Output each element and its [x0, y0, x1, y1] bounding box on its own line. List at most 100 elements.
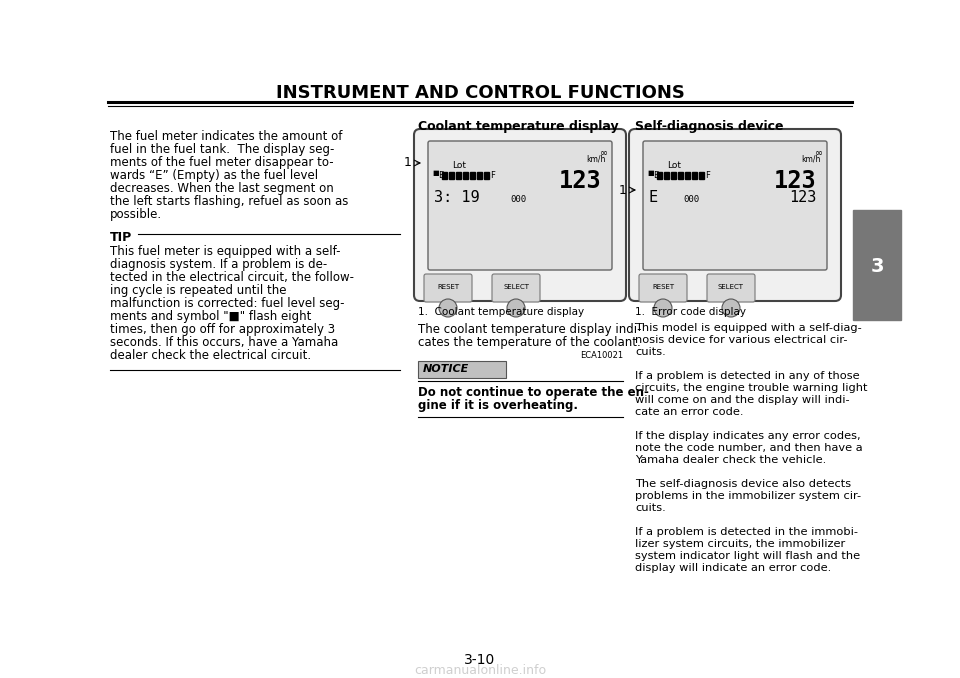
Text: 1.  Error code display: 1. Error code display: [635, 307, 746, 317]
Text: E: E: [438, 170, 444, 180]
Text: carmanualonline.info: carmanualonline.info: [414, 664, 546, 677]
Text: E: E: [653, 170, 659, 180]
Text: Lot: Lot: [667, 161, 681, 170]
Bar: [678, 172, 683, 179]
Text: cates the temperature of the coolant.: cates the temperature of the coolant.: [418, 336, 640, 349]
Bar: [442, 172, 447, 179]
Text: 3: 3: [871, 258, 884, 277]
Bar: [671, 172, 676, 179]
Text: ∞: ∞: [600, 148, 608, 158]
Text: 000: 000: [683, 195, 699, 205]
FancyBboxPatch shape: [428, 141, 612, 270]
Text: the left starts flashing, refuel as soon as: the left starts flashing, refuel as soon…: [110, 195, 348, 208]
Text: NOTICE: NOTICE: [423, 364, 469, 374]
Text: problems in the immobilizer system cir-: problems in the immobilizer system cir-: [635, 491, 861, 501]
Bar: [470, 172, 475, 179]
FancyBboxPatch shape: [639, 274, 687, 302]
Text: 000: 000: [510, 195, 526, 205]
Text: ECA10021: ECA10021: [580, 351, 623, 360]
Text: ing cycle is repeated until the: ing cycle is repeated until the: [110, 284, 286, 297]
Bar: [699, 172, 704, 179]
Text: Do not continue to operate the en-: Do not continue to operate the en-: [418, 386, 649, 399]
Circle shape: [507, 299, 525, 317]
Bar: [477, 172, 482, 179]
Text: cuits.: cuits.: [635, 347, 665, 357]
Text: Coolant temperature display: Coolant temperature display: [418, 120, 618, 133]
Text: possible.: possible.: [110, 208, 162, 221]
Bar: [484, 172, 489, 179]
Text: decreases. When the last segment on: decreases. When the last segment on: [110, 182, 334, 195]
Text: times, then go off for approximately 3: times, then go off for approximately 3: [110, 323, 335, 336]
Text: The coolant temperature display indi-: The coolant temperature display indi-: [418, 323, 641, 336]
Circle shape: [654, 299, 672, 317]
Text: 3-10: 3-10: [465, 653, 495, 667]
Text: 1: 1: [619, 184, 627, 197]
Bar: [463, 172, 468, 179]
FancyBboxPatch shape: [643, 141, 827, 270]
Text: seconds. If this occurs, have a Yamaha: seconds. If this occurs, have a Yamaha: [110, 336, 338, 349]
Text: F: F: [706, 170, 710, 180]
Text: Lot: Lot: [452, 161, 466, 170]
Text: 123: 123: [790, 191, 817, 205]
Text: If a problem is detected in any of those: If a problem is detected in any of those: [635, 371, 859, 381]
Text: RESET: RESET: [437, 284, 459, 290]
Text: ∞: ∞: [815, 148, 823, 158]
Text: Self-diagnosis device: Self-diagnosis device: [635, 120, 783, 133]
Text: tected in the electrical circuit, the follow-: tected in the electrical circuit, the fo…: [110, 271, 354, 284]
FancyBboxPatch shape: [424, 274, 472, 302]
FancyBboxPatch shape: [853, 210, 901, 320]
FancyBboxPatch shape: [492, 274, 540, 302]
Text: lizer system circuits, the immobilizer: lizer system circuits, the immobilizer: [635, 539, 845, 549]
Bar: [692, 172, 697, 179]
FancyBboxPatch shape: [414, 129, 626, 301]
Text: system indicator light will flash and the: system indicator light will flash and th…: [635, 551, 860, 561]
Bar: [657, 172, 662, 179]
Text: SELECT: SELECT: [718, 284, 744, 290]
Text: gine if it is overheating.: gine if it is overheating.: [418, 399, 578, 412]
Text: wards “E” (Empty) as the fuel level: wards “E” (Empty) as the fuel level: [110, 169, 318, 182]
Circle shape: [439, 299, 457, 317]
FancyBboxPatch shape: [418, 361, 506, 378]
Text: TIP: TIP: [110, 231, 132, 244]
Text: F: F: [491, 170, 495, 180]
Text: RESET: RESET: [652, 284, 674, 290]
Bar: [456, 172, 461, 179]
Text: cuits.: cuits.: [635, 503, 665, 513]
Text: diagnosis system. If a problem is de-: diagnosis system. If a problem is de-: [110, 258, 327, 271]
Text: km/h: km/h: [802, 155, 821, 164]
Text: ments of the fuel meter disappear to-: ments of the fuel meter disappear to-: [110, 156, 334, 169]
Text: ments and symbol "■" flash eight: ments and symbol "■" flash eight: [110, 310, 311, 323]
Text: E: E: [649, 191, 659, 205]
Text: malfunction is corrected: fuel level seg-: malfunction is corrected: fuel level seg…: [110, 297, 345, 310]
Circle shape: [722, 299, 740, 317]
Text: This fuel meter is equipped with a self-: This fuel meter is equipped with a self-: [110, 245, 341, 258]
Text: 123: 123: [775, 169, 817, 193]
Text: The fuel meter indicates the amount of: The fuel meter indicates the amount of: [110, 130, 343, 143]
Text: cate an error code.: cate an error code.: [635, 407, 743, 417]
Text: dealer check the electrical circuit.: dealer check the electrical circuit.: [110, 349, 311, 362]
Text: ■: ■: [647, 170, 654, 176]
Text: nosis device for various electrical cir-: nosis device for various electrical cir-: [635, 335, 848, 345]
Text: INSTRUMENT AND CONTROL FUNCTIONS: INSTRUMENT AND CONTROL FUNCTIONS: [276, 84, 684, 102]
Text: 3: 19: 3: 19: [434, 191, 480, 205]
FancyBboxPatch shape: [707, 274, 755, 302]
Text: This model is equipped with a self-diag-: This model is equipped with a self-diag-: [635, 323, 862, 333]
Text: circuits, the engine trouble warning light: circuits, the engine trouble warning lig…: [635, 383, 868, 393]
Text: km/h: km/h: [587, 155, 606, 164]
Bar: [685, 172, 690, 179]
Text: fuel in the fuel tank.  The display seg-: fuel in the fuel tank. The display seg-: [110, 143, 334, 156]
Text: note the code number, and then have a: note the code number, and then have a: [635, 443, 863, 453]
FancyBboxPatch shape: [629, 129, 841, 301]
Text: ■: ■: [432, 170, 439, 176]
Text: 1: 1: [404, 157, 412, 170]
Text: 1.  Coolant temperature display: 1. Coolant temperature display: [418, 307, 584, 317]
Bar: [664, 172, 669, 179]
Text: display will indicate an error code.: display will indicate an error code.: [635, 563, 831, 573]
Text: Yamaha dealer check the vehicle.: Yamaha dealer check the vehicle.: [635, 455, 827, 465]
Text: will come on and the display will indi-: will come on and the display will indi-: [635, 395, 850, 405]
Text: The self-diagnosis device also detects: The self-diagnosis device also detects: [635, 479, 852, 489]
Text: SELECT: SELECT: [503, 284, 529, 290]
Text: If a problem is detected in the immobi-: If a problem is detected in the immobi-: [635, 527, 858, 537]
Text: 123: 123: [560, 169, 602, 193]
Text: If the display indicates any error codes,: If the display indicates any error codes…: [635, 431, 860, 441]
